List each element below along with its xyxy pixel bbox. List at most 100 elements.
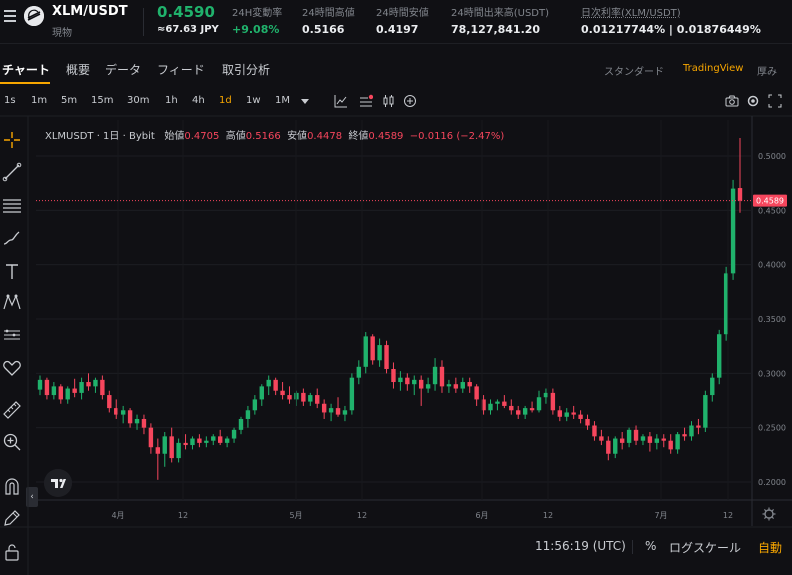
legend-open: 0.4705	[184, 131, 220, 142]
candle-body	[217, 436, 223, 443]
tf-5m[interactable]: 5m	[61, 95, 78, 106]
current-price-label: 0.4589	[756, 197, 784, 206]
candle-body	[231, 429, 237, 439]
candle-body	[613, 438, 618, 454]
auto-scale-button[interactable]: 自動	[758, 541, 783, 555]
tab-feed[interactable]: フィード	[157, 63, 205, 77]
tf-15m[interactable]: 15m	[91, 95, 114, 106]
candle-style-icon[interactable]	[382, 93, 396, 107]
tf-1M[interactable]: 1M	[275, 95, 290, 106]
chart-type-icon[interactable]	[334, 93, 348, 108]
candle-body	[425, 384, 431, 389]
candle-body	[148, 427, 154, 448]
candle-body	[412, 379, 417, 385]
candle-body	[619, 438, 625, 443]
axis-settings-icon[interactable]	[762, 506, 776, 521]
ruler-icon[interactable]	[2, 400, 22, 420]
tf-30m[interactable]: 30m	[127, 95, 150, 106]
fullscreen-icon[interactable]	[768, 93, 782, 108]
percent-scale-button[interactable]: %	[645, 539, 657, 553]
candle-body	[273, 379, 278, 391]
candle-body	[107, 395, 112, 409]
candle-body	[481, 399, 486, 411]
x-tick-label: 7月	[654, 511, 667, 520]
crosshair-icon[interactable]	[2, 130, 22, 150]
tf-1d[interactable]: 1d	[219, 95, 232, 106]
candle-body	[585, 418, 590, 426]
x-tick-label: 6月	[475, 511, 488, 520]
divider	[143, 8, 144, 36]
stat-value-high: 0.5166	[302, 23, 345, 36]
tab-data[interactable]: データ	[105, 63, 142, 77]
collapse-toolbar-button[interactable]: ‹	[26, 487, 38, 507]
stat-value-volume: 78,127,841.20	[451, 23, 541, 36]
candle-body	[114, 408, 119, 415]
view-tradingview[interactable]: TradingView	[683, 63, 744, 74]
log-scale-button[interactable]: ログスケール	[669, 541, 742, 555]
add-indicator-icon[interactable]	[403, 93, 417, 107]
candle-body	[349, 377, 355, 411]
candle-body	[550, 392, 556, 411]
stat-label-high: 24時間高値	[302, 8, 355, 19]
settings-icon[interactable]	[746, 93, 760, 107]
y-tick-label: 0.4500	[758, 206, 786, 215]
clock-utc[interactable]: 11:56:19 (UTC)	[535, 539, 626, 553]
tf-1w[interactable]: 1w	[246, 95, 261, 106]
candle-body	[723, 273, 729, 335]
fib-lines-icon[interactable]	[2, 196, 22, 216]
candle-body	[335, 408, 341, 415]
candle-body	[640, 436, 646, 441]
pair-name[interactable]: XLM/USDT	[52, 4, 128, 19]
stellar-logo-icon	[24, 6, 44, 26]
last-price: 0.4590	[157, 3, 215, 21]
menu-icon[interactable]	[4, 10, 18, 24]
candle-body	[259, 386, 264, 400]
stat-value-low: 0.4197	[376, 23, 419, 36]
text-icon[interactable]	[2, 262, 22, 282]
candle-body	[155, 447, 161, 454]
camera-icon[interactable]	[725, 93, 739, 107]
divider	[632, 540, 633, 554]
tf-1h[interactable]: 1h	[165, 95, 178, 106]
candle-body	[315, 395, 320, 404]
candle-body	[183, 442, 188, 446]
heart-icon[interactable]	[2, 358, 22, 378]
price-jpy: ≈67.63 JPY	[157, 24, 219, 35]
magnet-icon[interactable]	[2, 476, 22, 496]
legend-low: 0.4478	[307, 131, 343, 142]
tradingview-logo-icon[interactable]	[44, 469, 72, 497]
candle-body	[696, 425, 701, 428]
candle-body	[169, 436, 174, 459]
tab-bar: チャート 概要 データ フィード 取引分析 スタンダード TradingView…	[0, 55, 792, 84]
tab-trade-analysis[interactable]: 取引分析	[222, 63, 271, 77]
stat-label-rate[interactable]: 日次利率(XLM/USDT)	[581, 8, 681, 19]
measure-lines-icon[interactable]	[2, 325, 22, 345]
candle-body	[737, 188, 743, 201]
tab-chart[interactable]: チャート	[2, 63, 50, 77]
candle-body	[190, 438, 195, 446]
candle-body	[557, 410, 563, 417]
trendline-icon[interactable]	[2, 162, 22, 182]
tf-4h[interactable]: 4h	[192, 95, 205, 106]
pencil-lock-icon[interactable]	[2, 508, 22, 528]
candle-body	[51, 386, 57, 396]
legend-close-label: 終値	[348, 131, 369, 142]
candle-body	[363, 336, 368, 367]
candle-body	[120, 410, 126, 415]
tf-1m[interactable]: 1m	[31, 95, 48, 106]
candle-body	[176, 442, 181, 459]
candle-body	[689, 425, 694, 437]
view-depth[interactable]: 厚み	[757, 67, 777, 78]
candle-body	[204, 440, 209, 443]
lock-icon[interactable]	[2, 542, 22, 562]
indicator-icon[interactable]	[359, 93, 374, 107]
tf-1s[interactable]: 1s	[4, 95, 16, 106]
chevron-down-icon[interactable]	[298, 93, 312, 107]
pattern-icon[interactable]	[2, 292, 22, 312]
zoom-icon[interactable]	[2, 432, 22, 452]
view-standard[interactable]: スタンダード	[604, 67, 664, 78]
tab-overview[interactable]: 概要	[66, 63, 91, 77]
candle-body	[58, 386, 63, 400]
brush-icon[interactable]	[2, 228, 22, 248]
